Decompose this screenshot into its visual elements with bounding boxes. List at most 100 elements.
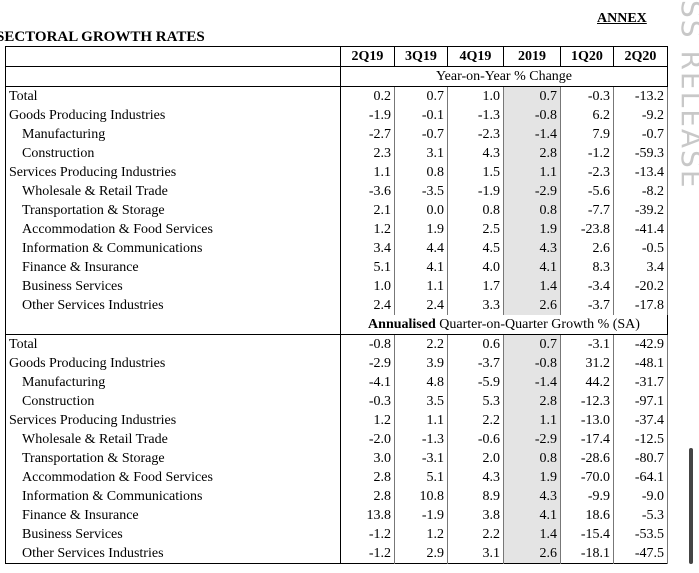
cell-value: -42.9	[613, 334, 668, 354]
cell-value: 0.7	[503, 86, 561, 106]
watermark-clip: SS RELEASE	[672, 0, 699, 220]
watermark: SS RELEASE	[675, 0, 699, 190]
column-header: 4Q19	[447, 46, 504, 67]
cell-value: -39.2	[613, 201, 668, 220]
cell-value: 2.6	[503, 544, 561, 564]
cell-value: -1.2	[340, 544, 395, 564]
cell-value: -12.5	[613, 430, 668, 449]
column-header: 1Q20	[560, 46, 614, 67]
cell-value: -3.6	[340, 182, 395, 201]
cell-value: -3.1	[394, 449, 448, 468]
cell-value: -1.9	[447, 182, 504, 201]
cell-value: 44.2	[560, 373, 614, 392]
data-row: Services Producing Industries 1.1 0.8 1.5 1.…	[5, 163, 668, 182]
sub-row-label: Information & Communications	[5, 487, 341, 506]
sub-row-label: Transportation & Storage	[5, 449, 341, 468]
cell-value: 5.3	[447, 392, 504, 411]
heading-text: Quarter-on-Quarter Growth % (SA)	[439, 316, 640, 332]
cell-value: -2.3	[560, 163, 614, 182]
cell-value: -1.2	[340, 525, 395, 544]
heading-bold: Annualised	[368, 316, 436, 332]
cell-value: -0.3	[340, 392, 395, 411]
cell-value: -0.3	[560, 86, 614, 106]
cell-value: 1.2	[340, 220, 395, 239]
row-label: Services Producing Industries	[5, 163, 341, 182]
header-row: 2Q19 3Q19 4Q19 2019 1Q20 2Q20	[5, 46, 668, 67]
cell-value: -0.8	[503, 354, 561, 373]
cell-value: -64.1	[613, 468, 668, 487]
sub-row-label: Manufacturing	[5, 373, 341, 392]
cell-value: -37.4	[613, 411, 668, 430]
sub-row-label: Accommodation & Food Services	[5, 220, 341, 239]
section-heading: Year-on-Year % Change	[340, 66, 668, 87]
cell-value: 1.5	[447, 163, 504, 182]
cell-value: 2.5	[447, 220, 504, 239]
cell-value: -15.4	[560, 525, 614, 544]
cell-value: 2.1	[340, 201, 395, 220]
cell-value: 4.1	[503, 258, 561, 277]
cell-value: 4.3	[447, 468, 504, 487]
sub-row-label: Accommodation & Food Services	[5, 468, 341, 487]
cell-value: 4.3	[503, 487, 561, 506]
cell-value: 1.1	[394, 411, 448, 430]
cell-value: 3.0	[340, 449, 395, 468]
cell-value: -0.1	[394, 106, 448, 125]
cell-value: 4.3	[447, 144, 504, 163]
cell-value: -5.3	[613, 506, 668, 525]
cell-value: 7.9	[560, 125, 614, 144]
cell-value: -1.9	[394, 506, 448, 525]
data-row: Business Services -1.2 1.2 2.2 1.4 -15.4 -53.5	[5, 525, 668, 544]
cell-value: -5.6	[560, 182, 614, 201]
cell-value: -1.4	[503, 373, 561, 392]
cell-value: -0.7	[394, 125, 448, 144]
cell-value: 3.5	[394, 392, 448, 411]
cell-value: 2.9	[394, 544, 448, 564]
cell-value: 5.1	[394, 468, 448, 487]
cell-value: 31.2	[560, 354, 614, 373]
cell-value: 3.4	[340, 239, 395, 258]
cell-value: 4.1	[503, 506, 561, 525]
cell-value: 1.1	[503, 411, 561, 430]
cell-value: -31.7	[613, 373, 668, 392]
sub-row-label: Finance & Insurance	[5, 258, 341, 277]
cell-value: 1.7	[447, 277, 504, 296]
cell-value: 2.4	[340, 296, 395, 315]
cell-value: 4.5	[447, 239, 504, 258]
cell-value: 0.8	[503, 449, 561, 468]
cell-value: 0.6	[447, 334, 504, 354]
cell-value: -97.1	[613, 392, 668, 411]
data-row: Accommodation & Food Services 1.2 1.9 2.5 1.…	[5, 220, 668, 239]
cell-value: 0.2	[340, 86, 395, 106]
data-row: Goods Producing Industries -2.9 3.9 -3.7 -0.…	[5, 354, 668, 373]
cell-value: 2.8	[503, 144, 561, 163]
annex-label: ANNEX	[597, 11, 647, 26]
cell-value: -18.1	[560, 544, 614, 564]
cell-value: 2.0	[447, 449, 504, 468]
sub-row-label: Information & Communications	[5, 239, 341, 258]
column-header: 3Q19	[394, 46, 448, 67]
cell-value: 1.2	[340, 411, 395, 430]
cell-value: 0.7	[503, 334, 561, 354]
cell-value: -41.4	[613, 220, 668, 239]
cell-value: 2.8	[340, 487, 395, 506]
cell-value: -28.6	[560, 449, 614, 468]
cell-value: 0.8	[394, 163, 448, 182]
cell-value: 0.7	[394, 86, 448, 106]
data-row: Wholesale & Retail Trade -2.0 -1.3 -0.6 -2.9…	[5, 430, 668, 449]
cell-value: 3.3	[447, 296, 504, 315]
cell-value: -2.9	[503, 430, 561, 449]
data-row: Total -0.8 2.2 0.6 0.7 -3.1 -42.9	[5, 334, 668, 354]
cell-value: -0.7	[613, 125, 668, 144]
cell-value: -2.3	[447, 125, 504, 144]
cell-value: -20.2	[613, 277, 668, 296]
cell-value: -80.7	[613, 449, 668, 468]
sub-row-label: Business Services	[5, 277, 341, 296]
cell-value: 1.9	[503, 468, 561, 487]
growth-table: 2Q19 3Q19 4Q19 2019 1Q20 2Q20 Year-on-Year % C…	[5, 46, 668, 564]
cell-value: -17.4	[560, 430, 614, 449]
cell-value: -13.2	[613, 86, 668, 106]
data-row: Finance & Insurance 13.8 -1.9 3.8 4.1 18.6 -5.…	[5, 506, 668, 525]
section-blank	[5, 66, 341, 87]
cell-value: -3.1	[560, 334, 614, 354]
